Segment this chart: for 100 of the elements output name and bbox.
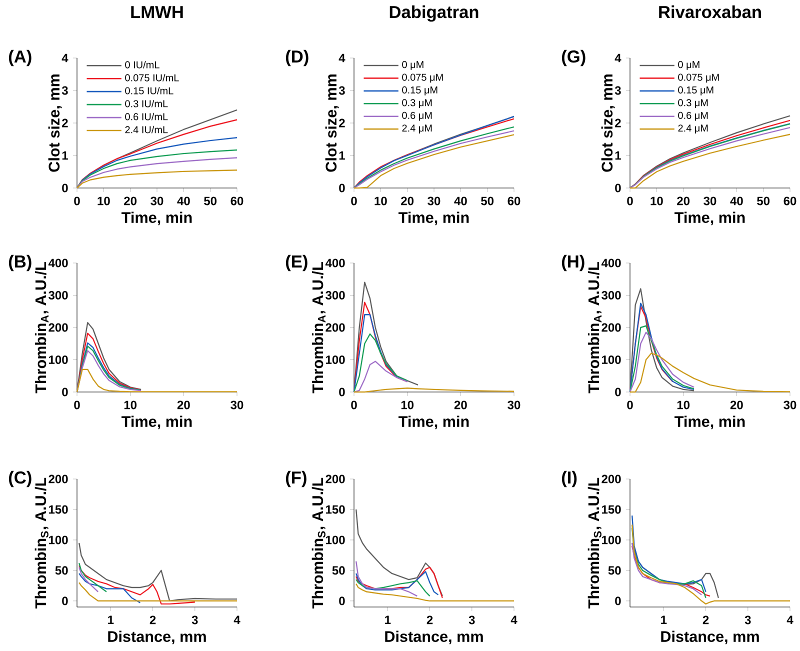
x-tick-label: 40 (454, 196, 467, 206)
y-tick-label: 0 (615, 596, 621, 606)
y-tick-label: 4 (338, 54, 346, 62)
legend-label: 0.6 IU/mL (125, 112, 168, 120)
x-axis-title: Distance, mm (661, 630, 759, 644)
x-tick-label: 50 (757, 196, 770, 206)
x-tick-label: 10 (677, 400, 690, 410)
y-tick-label: 100 (49, 536, 68, 544)
x-axis-title: Time, min (674, 212, 745, 226)
y-tick-label: 200 (48, 323, 68, 332)
x-tick-label: 20 (730, 400, 743, 410)
text: (D) (286, 50, 308, 66)
x-axis-title: Time, min (122, 416, 192, 430)
x-axis-title: Time, min (398, 416, 469, 430)
y-tick-label: 200 (602, 474, 621, 484)
y-tick-label: 0 (339, 184, 345, 192)
x-tick-label: 60 (784, 196, 796, 206)
legend-label: 0.3 μM (402, 99, 432, 108)
x-tick-label: 40 (177, 196, 190, 206)
x-tick-label: 50 (481, 196, 494, 206)
y-axis-title: Clot size, mm (48, 74, 62, 172)
x-tick-label: 20 (124, 196, 137, 206)
y-tick-label: 50 (55, 566, 68, 575)
y-tick-label: 200 (326, 323, 345, 332)
y-tick-label: 100 (602, 536, 621, 544)
legend-label: 0.15 μM (678, 86, 714, 96)
y-axis-title: Thrombin$_{S}$, A.U./L (588, 478, 602, 608)
legend-label: 0.3 μM (678, 99, 708, 108)
y-tick-label: 100 (602, 355, 621, 364)
x-axis-title: Time, min (398, 212, 469, 226)
x-tick-label: 30 (784, 400, 796, 410)
y-tick-label: 0 (62, 388, 68, 396)
legend-label: 2.4 IU/mL (125, 126, 168, 134)
x-tick-label: 30 (230, 400, 244, 410)
x-tick-label: 3 (468, 616, 475, 624)
x-tick-label: 60 (508, 196, 520, 206)
y-tick-label: 1 (339, 151, 345, 160)
y-tick-label: 3 (338, 86, 345, 95)
text: (E) (286, 254, 308, 272)
line-series (78, 562, 108, 592)
y-tick-label: 400 (601, 258, 621, 268)
line-series (353, 360, 408, 393)
y-tick-label: 150 (602, 505, 621, 514)
legend-label: 0.3 IU/mL (125, 100, 168, 108)
y-tick-label: 4 (62, 54, 68, 62)
y-tick-label: 0 (615, 184, 621, 192)
x-tick-label: 30 (428, 196, 440, 206)
y-axis-title: Clot size, mm (325, 74, 339, 172)
y-axis-title: Thrombin$_{S}$, A.U./L (312, 478, 326, 608)
x-tick-label: 20 (454, 400, 467, 410)
y-tick-label: 200 (326, 474, 345, 484)
text: (A) (8, 50, 32, 66)
x-tick-label: 30 (150, 196, 164, 206)
y-tick-label: 50 (332, 566, 345, 575)
y-tick-label: 300 (326, 290, 345, 300)
x-tick-label: 0 (74, 400, 80, 410)
legend-label: 0.15 IU/mL (125, 86, 174, 94)
legend-label: 0.075 μM (678, 74, 719, 83)
x-tick-label: 30 (508, 400, 520, 410)
y-tick-label: 100 (326, 355, 345, 364)
x-tick-label: 3 (192, 616, 198, 624)
text: (F) (286, 470, 306, 488)
line-series (642, 123, 791, 178)
x-tick-label: 1 (385, 616, 391, 624)
y-tick-label: 200 (602, 323, 621, 332)
y-tick-label: 1 (615, 151, 621, 160)
x-tick-label: 30 (704, 196, 716, 206)
x-tick-label: 20 (177, 400, 190, 410)
y-axis-title: Thrombin$_{A}$, A.U./L (312, 262, 326, 394)
y-tick-label: 2 (339, 118, 345, 128)
x-tick-label: 0 (627, 400, 633, 410)
legend-label: 0 IU/mL (125, 61, 160, 68)
y-tick-label: 400 (48, 258, 68, 268)
text: (B) (8, 254, 32, 272)
legend-label: 2.4 μM (678, 124, 708, 134)
x-tick-label: 3 (744, 616, 751, 624)
text: (C) (8, 470, 32, 488)
x-tick-label: 20 (677, 196, 690, 206)
y-tick-label: 0 (615, 388, 621, 396)
x-tick-label: 4 (786, 616, 794, 624)
chart-title: Rivaroxaban (659, 5, 761, 18)
y-tick-label: 3 (62, 86, 68, 95)
legend-label: 0.075 μM (402, 74, 443, 83)
x-tick-label: 4 (234, 616, 240, 624)
line-series (356, 578, 430, 597)
y-axis-title: Clot size, mm (601, 74, 615, 172)
x-tick-label: 50 (204, 196, 217, 206)
y-axis-title: Thrombin$_{S}$, A.U./L (34, 478, 48, 608)
legend-label: 0 μM (402, 61, 424, 70)
line-series (632, 514, 706, 592)
y-tick-label: 400 (325, 258, 345, 268)
x-tick-label: 10 (650, 196, 663, 206)
chart-title: Dabigatran (390, 5, 478, 22)
x-tick-label: 1 (108, 616, 114, 624)
y-axis-title: Thrombin$_{A}$, A.U./L (34, 262, 48, 394)
x-tick-label: 10 (124, 400, 137, 410)
legend-label: 0 μM (678, 61, 700, 70)
line-series (78, 566, 99, 592)
x-tick-label: 10 (98, 196, 110, 206)
y-tick-label: 0 (339, 388, 345, 396)
